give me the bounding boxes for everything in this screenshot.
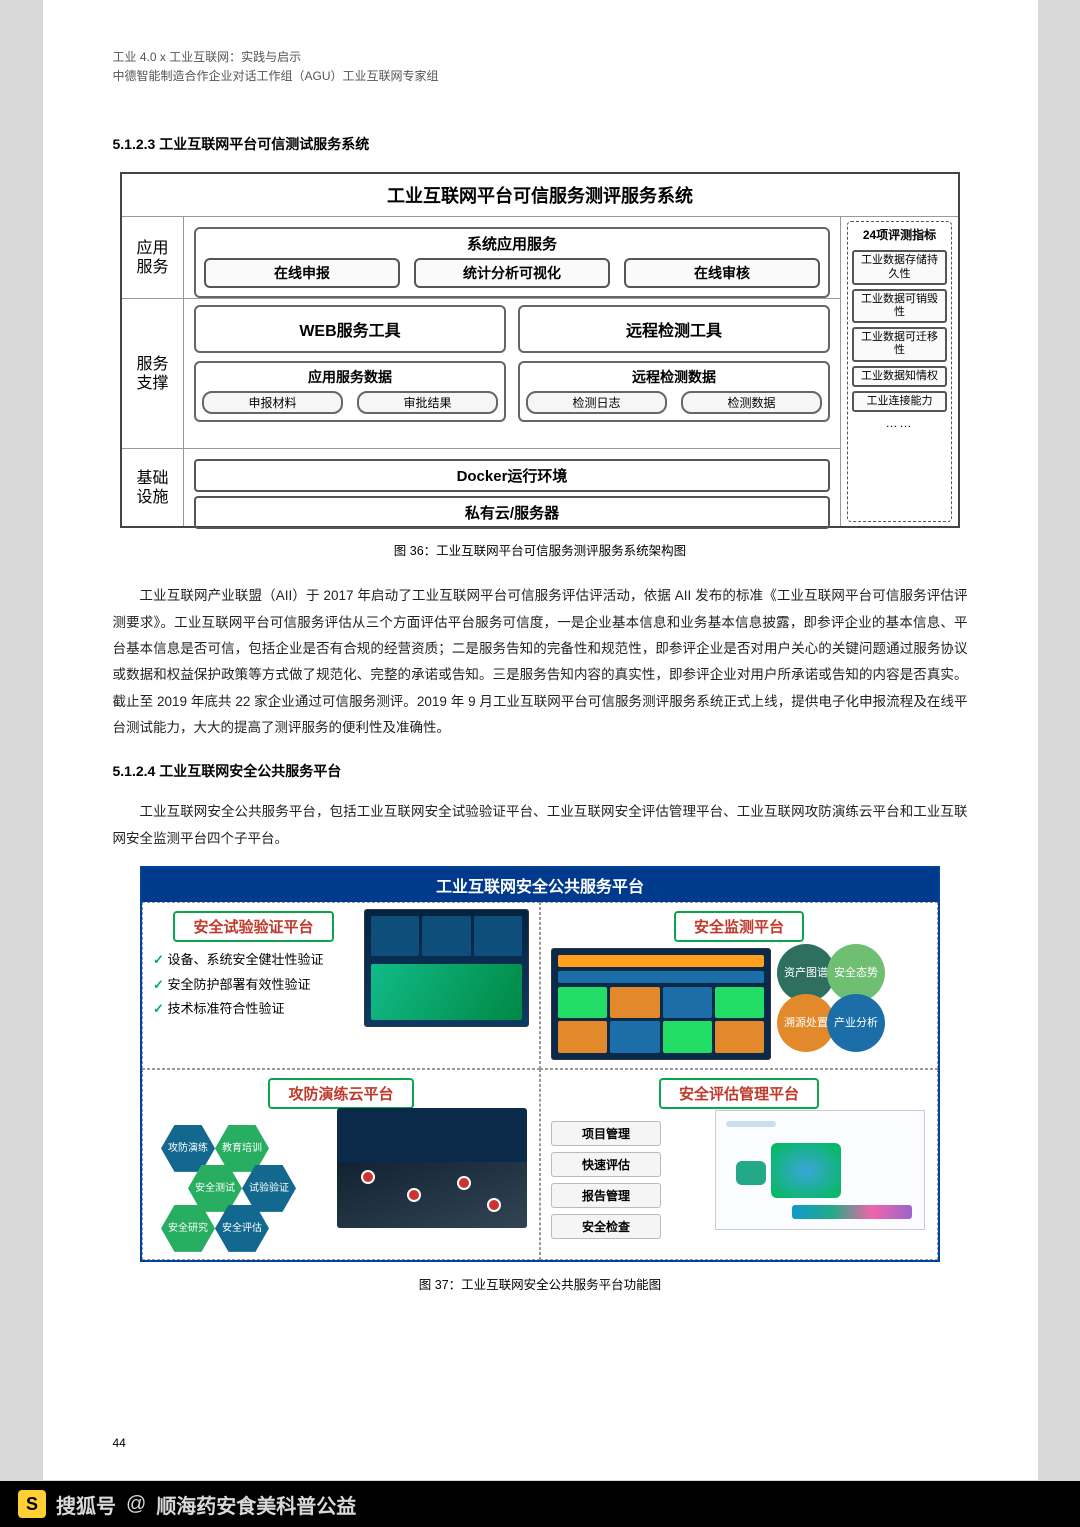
hex-item: 攻防演练 (161, 1125, 215, 1172)
fig37-panel-bl: 攻防演练云平台 攻防演练 教育培训 安全测试 试验验证 安全研究 安全评估 (142, 1069, 540, 1260)
section-5124-title: 5.1.2.4 工业互联网安全公共服务平台 (113, 761, 968, 781)
fig37-panel-tr: 安全监测平台 资产图谱 安全态势 (540, 902, 938, 1069)
support-web: WEB服务工具 (299, 323, 400, 340)
appdata-item: 申报材料 (202, 391, 343, 414)
app-item: 在线审核 (624, 258, 820, 288)
br-btn: 快速评估 (551, 1152, 661, 1177)
br-btn: 报告管理 (551, 1183, 661, 1208)
tl-screenshot (364, 909, 529, 1027)
tr-title: 安全监测平台 (674, 911, 804, 942)
footer-account: 顺海药安食美科普公益 (156, 1490, 356, 1519)
tr-screenshot (551, 948, 771, 1060)
app-item: 统计分析可视化 (414, 258, 610, 288)
bl-screenshot (337, 1108, 527, 1228)
app-group-title: 系统应用服务 (204, 233, 820, 254)
document-page: 工业 4.0 x 工业互联网：实践与启示 中德智能制造合作企业对话工作组（AGU… (43, 0, 1038, 1480)
right-col-title: 24项评测指标 (852, 226, 947, 243)
paragraph-2: 工业互联网安全公共服务平台，包括工业互联网安全试验验证平台、工业互联网安全评估管… (113, 799, 968, 852)
header-line-1: 工业 4.0 x 工业互联网：实践与启示 (113, 48, 968, 67)
figure-36-diagram: 工业互联网平台可信服务测评服务系统 应用服务 服务支撑 基础设施 系统应用服务 … (120, 172, 960, 528)
remotedata-item: 检测数据 (681, 391, 822, 414)
br-btn: 项目管理 (551, 1121, 661, 1146)
support-remote: 远程检测工具 (626, 323, 722, 340)
tl-item: 安全防护部署有效性验证 (153, 973, 354, 998)
metric-item: 工业数据可迁移性 (852, 327, 947, 361)
fig37-caption: 图 37：工业互联网安全公共服务平台功能图 (113, 1274, 968, 1293)
fig37-panel-tl: 安全试验验证平台 设备、系统安全健壮性验证 安全防护部署有效性验证 技术标准符合… (142, 902, 540, 1069)
br-title: 安全评估管理平台 (659, 1078, 819, 1109)
bl-hex-cluster: 攻防演练 教育培训 安全测试 试验验证 安全研究 安全评估 (153, 1121, 323, 1251)
section-5123-title: 5.1.2.3 工业互联网平台可信测试服务系统 (113, 134, 968, 154)
header-line-2: 中德智能制造合作企业对话工作组（AGU）工业互联网专家组 (113, 67, 968, 86)
remotedata-item: 检测日志 (526, 391, 667, 414)
hex-item: 安全评估 (215, 1205, 269, 1252)
metric-more: …… (852, 416, 947, 430)
fig36-right-column: 24项评测指标 工业数据存储持久性 工业数据可销毁性 工业数据可迁移性 工业数据… (840, 216, 958, 526)
br-screenshot (715, 1110, 925, 1230)
tl-item: 设备、系统安全健壮性验证 (153, 948, 354, 973)
metric-item: 工业连接能力 (852, 391, 947, 412)
hex-item: 教育培训 (215, 1125, 269, 1172)
metric-item: 工业数据可销毁性 (852, 289, 947, 323)
page-number: 44 (113, 1436, 126, 1450)
appdata-title: 应用服务数据 (202, 367, 498, 387)
metric-item: 工业数据知情权 (852, 366, 947, 387)
fig36-caption: 图 36：工业互联网平台可信服务测评服务系统架构图 (113, 540, 968, 559)
infra-cloud: 私有云/服务器 (194, 496, 830, 529)
br-btn: 安全检查 (551, 1214, 661, 1239)
tl-item: 技术标准符合性验证 (153, 997, 354, 1022)
sohu-logo-icon: S (18, 1490, 46, 1518)
hex-item: 试验验证 (242, 1165, 296, 1212)
appdata-item: 审批结果 (357, 391, 498, 414)
infra-docker: Docker运行环境 (194, 459, 830, 492)
hex-item: 安全研究 (161, 1205, 215, 1252)
tl-title: 安全试验验证平台 (173, 911, 333, 942)
page-header: 工业 4.0 x 工业互联网：实践与启示 中德智能制造合作企业对话工作组（AGU… (113, 48, 968, 86)
fig37-title: 工业互联网安全公共服务平台 (142, 868, 938, 902)
figure-37-diagram: 工业互联网安全公共服务平台 安全试验验证平台 设备、系统安全健壮性验证 安全防护… (140, 866, 940, 1262)
bl-title: 攻防演练云平台 (268, 1078, 413, 1109)
left-label-infra: 基础设施 (122, 448, 183, 526)
remotedata-title: 远程检测数据 (526, 367, 822, 387)
tr-circle: 产业分析 (827, 994, 885, 1052)
fig37-panel-br: 安全评估管理平台 项目管理 快速评估 报告管理 安全检查 (540, 1069, 938, 1260)
fig36-title: 工业互联网平台可信服务测评服务系统 (122, 174, 958, 216)
app-item: 在线申报 (204, 258, 400, 288)
footer-site: 搜狐号 (56, 1490, 116, 1519)
left-label-support: 服务支撑 (122, 298, 183, 448)
watermark-footer: S 搜狐号 @ 顺海药安食美科普公益 (0, 1481, 1080, 1527)
paragraph-1: 工业互联网产业联盟（AII）于 2017 年启动了工业互联网平台可信服务评估评活… (113, 583, 968, 741)
left-label-app: 应用服务 (122, 216, 183, 298)
fig36-left-labels: 应用服务 服务支撑 基础设施 (122, 216, 184, 526)
hex-item: 安全测试 (188, 1165, 242, 1212)
footer-at: @ (126, 1493, 146, 1516)
metric-item: 工业数据存储持久性 (852, 250, 947, 284)
fig36-middle: 系统应用服务 在线申报 统计分析可视化 在线审核 WEB服务工具 远程检测工具 (184, 216, 840, 526)
